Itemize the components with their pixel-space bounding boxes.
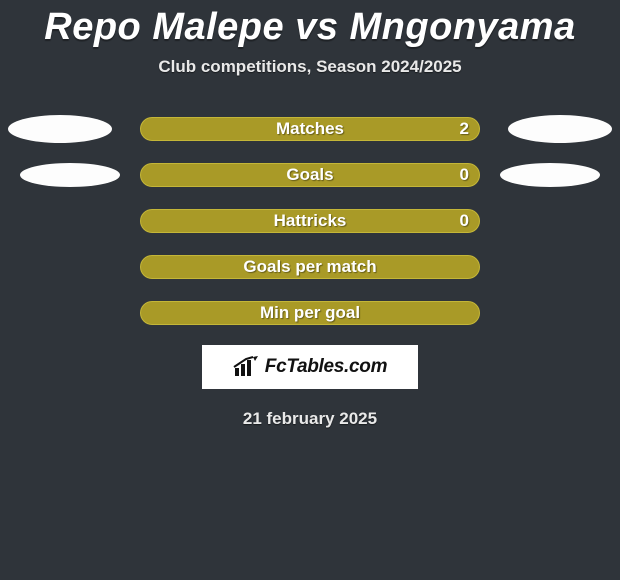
stat-bar: Matches 2 xyxy=(140,117,480,141)
subtitle: Club competitions, Season 2024/2025 xyxy=(0,57,620,77)
stat-label: Goals xyxy=(286,165,333,185)
stat-value-right: 2 xyxy=(460,119,469,139)
date-caption: 21 february 2025 xyxy=(0,409,620,429)
stat-bar: Min per goal xyxy=(140,301,480,325)
stat-row: Goals per match xyxy=(0,255,620,279)
bar-chart-icon xyxy=(233,356,259,378)
stat-label: Min per goal xyxy=(260,303,360,323)
site-logo[interactable]: FcTables.com xyxy=(202,345,418,389)
stat-row: Goals 0 xyxy=(0,163,620,187)
stat-rows: Matches 2 Goals 0 Hattricks 0 Goals per match M… xyxy=(0,117,620,325)
stat-row: Hattricks 0 xyxy=(0,209,620,233)
stat-value-right: 0 xyxy=(460,211,469,231)
comparison-infographic: Repo Malepe vs Mngonyama Club competitio… xyxy=(0,0,620,580)
stat-bar: Goals 0 xyxy=(140,163,480,187)
stat-value-right: 0 xyxy=(460,165,469,185)
stat-bar: Goals per match xyxy=(140,255,480,279)
page-title: Repo Malepe vs Mngonyama xyxy=(0,0,620,49)
stat-row: Min per goal xyxy=(0,301,620,325)
player-right-placeholder xyxy=(508,115,612,143)
player-left-placeholder xyxy=(8,115,112,143)
logo-text: FcTables.com xyxy=(265,356,387,378)
stat-row: Matches 2 xyxy=(0,117,620,141)
player-left-placeholder xyxy=(20,163,120,187)
stat-label: Matches xyxy=(276,119,344,139)
player-right-placeholder xyxy=(500,163,600,187)
stat-label: Goals per match xyxy=(243,257,376,277)
stat-bar: Hattricks 0 xyxy=(140,209,480,233)
stat-label: Hattricks xyxy=(274,211,347,231)
